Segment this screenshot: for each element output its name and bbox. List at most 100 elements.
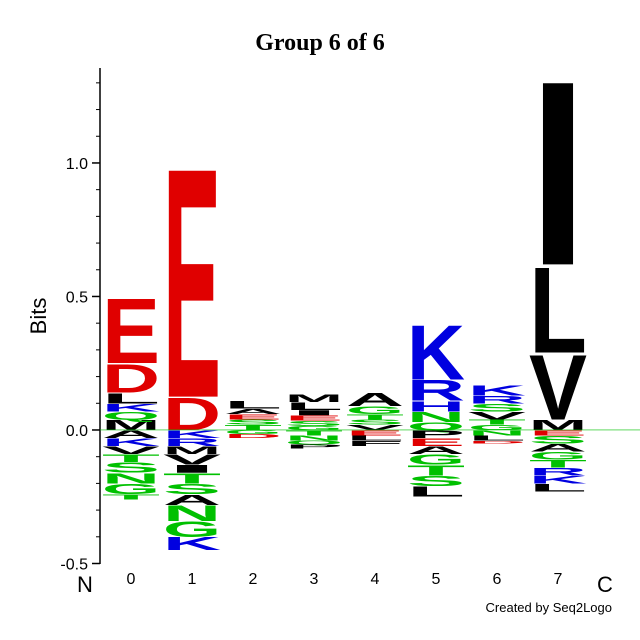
residue-glyph: A [346, 389, 404, 410]
residue-letter: L [407, 483, 465, 500]
residue-letter: M [529, 417, 587, 434]
residue-glyph: G [407, 451, 465, 468]
residue-glyph: R [529, 466, 587, 478]
residue-letter: A [407, 444, 465, 456]
residue-letter: V [468, 409, 526, 421]
residue-glyph: T [224, 423, 282, 431]
residue-glyph: K [529, 474, 587, 486]
residue-letter: D [102, 356, 160, 401]
residue-glyph: L [529, 242, 587, 379]
residue-glyph: D [224, 433, 282, 439]
x-tick-label: 5 [432, 571, 441, 588]
residue-glyph: V [468, 409, 526, 421]
residue-glyph: N [285, 434, 343, 442]
residue-glyph: M [102, 417, 160, 434]
residue-letter: K [407, 309, 465, 396]
residue-letter: Q [285, 440, 343, 446]
residue-glyph: T [346, 413, 404, 421]
residue-glyph: F [346, 439, 404, 447]
residue-glyph: P [285, 444, 343, 450]
residue-letter: T [468, 418, 526, 426]
x-tick-label: 0 [127, 571, 136, 588]
residue-glyph: T [102, 452, 160, 464]
residue-glyph: K [102, 401, 160, 413]
residue-letter: S [529, 433, 587, 445]
residue-glyph: E [285, 414, 343, 422]
residue-glyph: L [468, 434, 526, 442]
residue-glyph: S [224, 418, 282, 426]
x-tick-label: 2 [249, 571, 258, 588]
residue-glyph: N [407, 409, 465, 426]
residue-letter: Q [407, 420, 465, 432]
residue-letter: A [163, 491, 221, 508]
residue-glyph: Q [285, 440, 343, 446]
residue-glyph: S [346, 418, 404, 426]
residue-letter: N [407, 409, 465, 426]
residue-letter: E [102, 281, 160, 384]
residue-glyph: A [407, 444, 465, 456]
residue-letter: T [285, 429, 343, 437]
residue-glyph: E [224, 413, 282, 421]
residue-glyph: M [285, 392, 343, 404]
residue-glyph: E [529, 429, 587, 437]
residue-letter: I [163, 463, 221, 475]
residue-letter: R [468, 393, 526, 405]
residue-letter: S [285, 419, 343, 427]
residue-letter: S [102, 459, 160, 476]
residue-letter: K [468, 382, 526, 399]
residue-glyph: S [407, 473, 465, 490]
residue-glyph: T [468, 418, 526, 426]
residue-letter: E [163, 100, 221, 467]
footer: Created by Seq2Logo [486, 600, 612, 615]
residue-letter: G [224, 429, 282, 435]
y-tick-label: 0.0 [66, 423, 88, 440]
residue-letter: K [102, 401, 160, 413]
residue-letter: N [468, 429, 526, 437]
residue-letter: R [529, 466, 587, 478]
c-terminus-label: C [597, 572, 613, 597]
residue-glyph: G [529, 450, 587, 462]
residue-letter: G [468, 423, 526, 431]
x-tick-label: 3 [310, 571, 319, 588]
chart-title: Group 6 of 6 [255, 30, 385, 56]
residue-glyph: R [468, 393, 526, 405]
residue-letter: G [102, 481, 160, 498]
residue-glyph: G [163, 517, 221, 542]
residue-letter: T [163, 470, 221, 487]
residue-glyph: S [102, 459, 160, 476]
residue-letter: S [468, 401, 526, 413]
residue-letter: G [285, 425, 343, 431]
residue-glyph: Q [102, 409, 160, 421]
n-terminus-label: N [77, 572, 93, 597]
y-tick-label: 0.5 [66, 289, 88, 306]
residue-letter: G [163, 517, 221, 542]
residue-letter: D [163, 388, 221, 440]
residue-letter: V [163, 451, 221, 468]
residue-letter: L [224, 399, 282, 411]
residue-letter: T [346, 413, 404, 421]
residue-letter: E [529, 429, 587, 437]
residue-letter: S [346, 418, 404, 426]
residue-glyph: K [163, 534, 221, 555]
residue-letter: R [407, 374, 465, 407]
residue-letter: E [407, 436, 465, 448]
residue-letter: D [224, 433, 282, 439]
residue-glyph: T [163, 470, 221, 487]
residue-glyph: M [529, 417, 587, 434]
residue-letter: T [407, 462, 465, 479]
residue-letter: G [529, 450, 587, 462]
residue-letter: S [407, 473, 465, 490]
residue-letter: H [407, 398, 465, 415]
residue-glyph: L [346, 434, 404, 442]
residue-letter: G [346, 404, 404, 416]
y-tick-label: -0.5 [60, 557, 88, 574]
residue-letter: D [468, 440, 526, 444]
residue-glyph: T [285, 429, 343, 437]
residue-glyph: I [285, 409, 343, 417]
residue-glyph: G [346, 404, 404, 416]
residue-glyph: L [407, 483, 465, 500]
residue-glyph: G [102, 481, 160, 498]
residue-glyph: T [529, 458, 587, 470]
residue-letter: A [102, 428, 160, 440]
